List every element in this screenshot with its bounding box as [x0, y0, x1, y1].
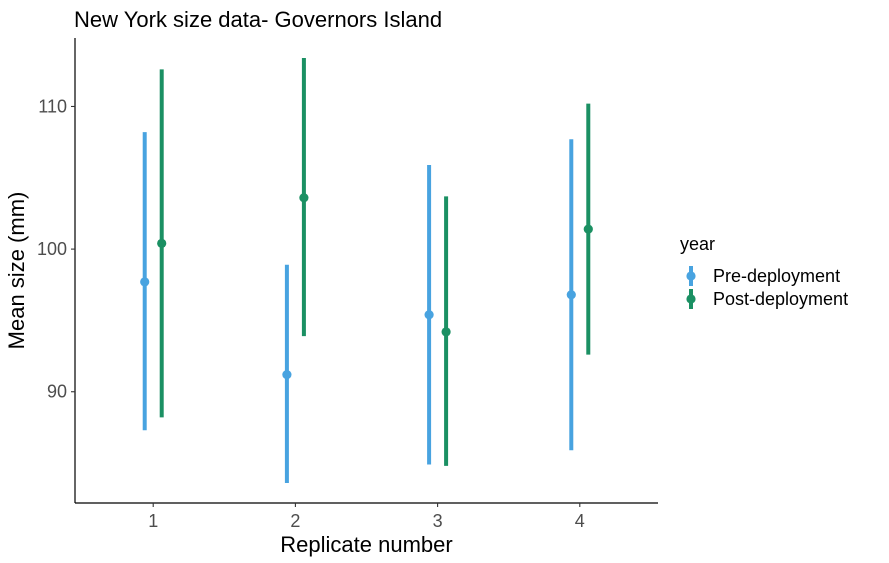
x-tick-label: 2 [290, 511, 300, 531]
y-tick-label: 90 [47, 382, 67, 402]
x-tick-label: 1 [148, 511, 158, 531]
legend-item: Post-deployment [686, 289, 848, 309]
legend-label: Post-deployment [713, 289, 848, 309]
data-point [424, 310, 434, 320]
data-point [441, 327, 451, 337]
legend-label: Pre-deployment [713, 266, 840, 286]
data-point [140, 277, 150, 287]
legend-items: Pre-deployment Post-deployment [686, 266, 848, 309]
x-tick-label: 4 [575, 511, 585, 531]
legend-title: year [680, 234, 715, 254]
chart-title: New York size data- Governors Island [74, 7, 442, 32]
x-axis-title: Replicate number [280, 532, 452, 557]
y-axis-title: Mean size (mm) [4, 192, 29, 350]
legend: year Pre-deployment Post-deployment [680, 234, 848, 309]
legend-key-point [686, 294, 696, 304]
y-tick-label: 110 [38, 96, 67, 116]
data-point [566, 290, 576, 300]
legend-key-point [686, 271, 696, 281]
legend-item: Pre-deployment [686, 266, 840, 286]
plot-area [140, 57, 593, 484]
x-tick-label: 3 [433, 511, 443, 531]
data-point [157, 238, 167, 248]
x-axis-ticks: 1 2 3 4 [148, 503, 585, 531]
data-point [282, 370, 292, 380]
data-point [583, 224, 593, 234]
y-axis-ticks: 90 100 110 [37, 96, 75, 402]
data-point [299, 193, 309, 203]
y-tick-label: 100 [37, 239, 67, 259]
